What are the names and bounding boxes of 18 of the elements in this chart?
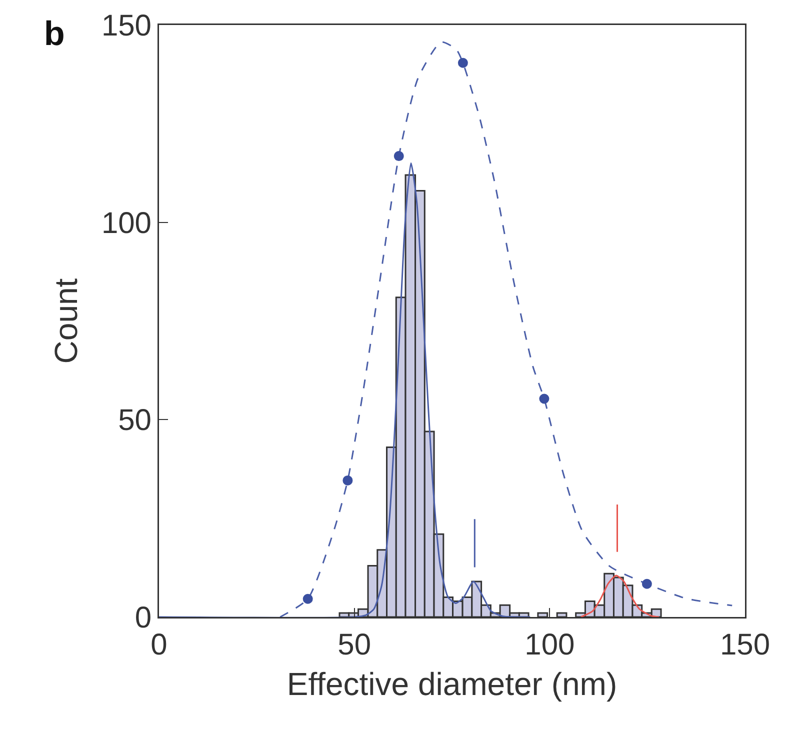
y-tick-label: 100 xyxy=(101,206,152,240)
text: b xyxy=(44,15,65,53)
point xyxy=(342,475,353,486)
point xyxy=(642,578,652,589)
y-axis-title: Count xyxy=(48,278,84,364)
x-tick-label: 100 xyxy=(524,628,575,662)
line-series xyxy=(279,41,733,617)
x-tick-label: 50 xyxy=(338,628,372,662)
point xyxy=(302,594,313,604)
x-tick-label: 150 xyxy=(720,628,770,662)
point xyxy=(458,58,468,68)
x-axis-title: Effective diameter (nm) xyxy=(286,666,618,702)
y-tick-label: 150 xyxy=(101,10,152,42)
y-tick-label: 50 xyxy=(118,404,152,438)
point xyxy=(394,151,404,162)
line-series xyxy=(159,162,531,617)
point xyxy=(539,394,550,404)
y-tick-label: 0 xyxy=(134,602,152,634)
